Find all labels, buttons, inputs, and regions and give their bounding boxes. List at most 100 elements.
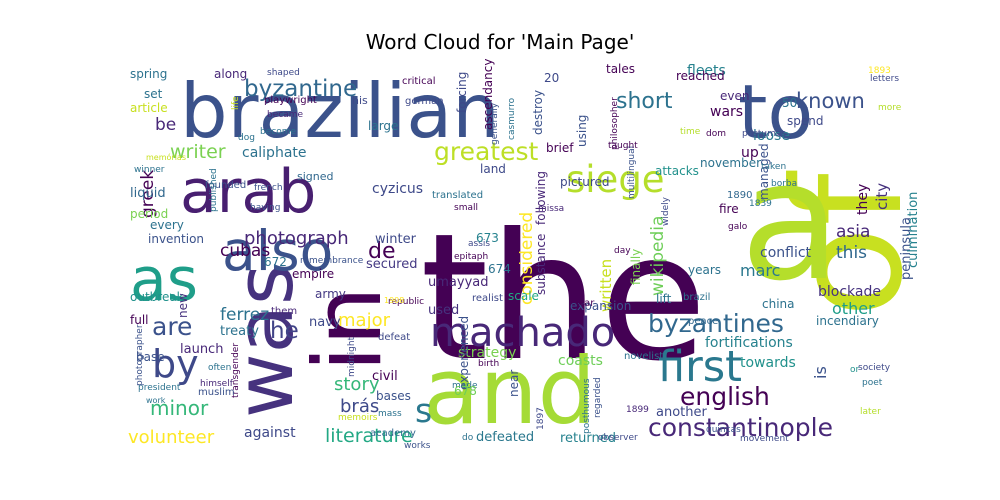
cloud-word-writer: writer [170,141,226,163]
cloud-word-muslim: muslim [198,387,235,398]
cloud-word-his: his [352,94,368,107]
cloud-word-blockade: blockade [818,284,881,300]
cloud-word-against: against [244,425,296,441]
cloud-word-the: the [420,197,707,400]
cloud-word-become: become [260,127,296,137]
cloud-word-1899: 1899 [626,405,649,415]
cloud-word-often: often [208,363,231,373]
cloud-word-and: and [423,338,596,445]
cloud-word-poet: poet [862,378,883,388]
cloud-word-1893: 1893 [868,66,891,76]
cloud-word-new: new [176,293,190,318]
cloud-word-also: also [222,219,333,283]
cloud-word-de: de [368,239,396,264]
cloud-word-years: years [688,263,721,277]
cloud-word-city: city [873,183,891,210]
cloud-word-678: 678 [454,384,477,398]
cloud-word-memoirs: memoirs [338,413,378,423]
cloud-word-1897: 1897 [536,407,546,430]
cloud-word-brazil: brazil [683,292,710,303]
cloud-word-coasts: coasts [558,353,603,369]
cloud-word-arab: arab [180,157,316,227]
cloud-word-byzantine: byzantine [244,76,357,102]
cloud-word-destroy: destroy [531,90,545,135]
cloud-word-be: be [155,115,176,135]
cloud-word-attacks: attacks [655,164,699,178]
cloud-word-photographer: photographer [135,324,145,386]
cloud-word-s: s [415,391,432,430]
cloud-word-scale: scale [508,289,539,303]
cloud-word-cubas: cubas [220,241,270,261]
cloud-word-regarded: regarded [593,377,603,418]
cloud-word-tales: tales [606,62,635,76]
cloud-word-defeated: defeated [476,430,534,445]
cloud-word-defeat: defeat [378,332,410,343]
cloud-word-realist: realist [472,293,503,304]
cloud-word-known: known [796,89,865,113]
cloud-word-using: using [575,115,589,147]
cloud-word-mass: mass [378,409,402,419]
cloud-word-every: every [150,218,184,232]
cloud-word-strategy: strategy [458,345,516,361]
cloud-word-empire: empire [292,267,334,281]
cloud-word-academy: academy [370,428,416,439]
cloud-word-póstumas: póstumas [742,128,786,139]
cloud-word-land: land [480,162,506,176]
cloud-word-french: french [254,183,283,193]
cloud-word-machado: machado [430,310,615,356]
cloud-word-conflict: conflict [760,245,812,261]
cloud-word-them: them [271,306,297,317]
cloud-word-small: small [454,203,478,213]
cloud-word-assis: assis [468,239,490,249]
cloud-word-navy: navy [309,315,341,330]
cloud-word-first: first [658,342,742,392]
cloud-word-translated: translated [432,190,483,201]
cloud-word-as: as [130,245,198,315]
cloud-word-war: war [576,298,595,309]
cloud-word-written: written [597,259,615,312]
cloud-word-50: 50 [782,96,797,110]
cloud-word-volunteer: volunteer [128,427,215,448]
cloud-word-taught: taught [608,141,638,151]
cloud-word-even: even [720,89,749,103]
cloud-word-siege: siege [566,158,665,201]
cloud-word-used: used [428,303,459,318]
cloud-word-work: work [146,396,166,405]
cloud-word-incendiary: incendiary [816,314,879,328]
cloud-word-epitaph: epitaph [454,252,488,262]
cloud-word-observer: observer [598,433,638,443]
cloud-word-letters: letters [870,74,899,84]
cloud-word-civil: civil [372,369,398,384]
cloud-word-short: short [616,89,673,114]
cloud-word-dog: dog [238,133,255,143]
cloud-word-major: major [338,310,391,331]
cloud-word-novelist: novelist [624,351,663,362]
cloud-word-in: in [294,286,403,372]
cloud-word-remembrance: remembrance [300,256,364,266]
cloud-word-german: german [405,96,444,107]
cloud-word-experienced: experienced [457,316,471,390]
cloud-word-reached: reached [676,69,725,83]
cloud-word-pictured: pictured [560,175,610,189]
cloud-word-casmurro: casmurro [507,97,517,140]
cloud-word-treaty: treaty [220,324,259,339]
cloud-word-philosopher: philosopher [610,97,620,150]
cloud-word-dom: dom [706,129,726,139]
cloud-word-full: full [130,313,149,327]
cloud-word-other: other [832,299,875,318]
cloud-word-period: period [130,207,168,221]
cloud-word-1908: 1908 [384,296,404,305]
cloud-word-quincas: quincas [706,425,741,435]
cloud-word-fleets: fleets [687,63,726,79]
cloud-word-base: base [136,350,165,364]
cloud-word-became: became [267,110,303,120]
cloud-word-they: they [855,184,871,215]
cloud-word-society: society [858,363,891,373]
cloud-word-peninsula: peninsula [899,217,914,280]
cloud-word-galo: galo [728,222,748,232]
cloud-word-himself: himself [200,379,234,389]
cloud-word-transgender: transgender [231,343,241,398]
cloud-word-up: up [741,145,759,161]
cloud-word-generally: generally [490,102,500,145]
cloud-word-movement: movement [740,434,789,444]
